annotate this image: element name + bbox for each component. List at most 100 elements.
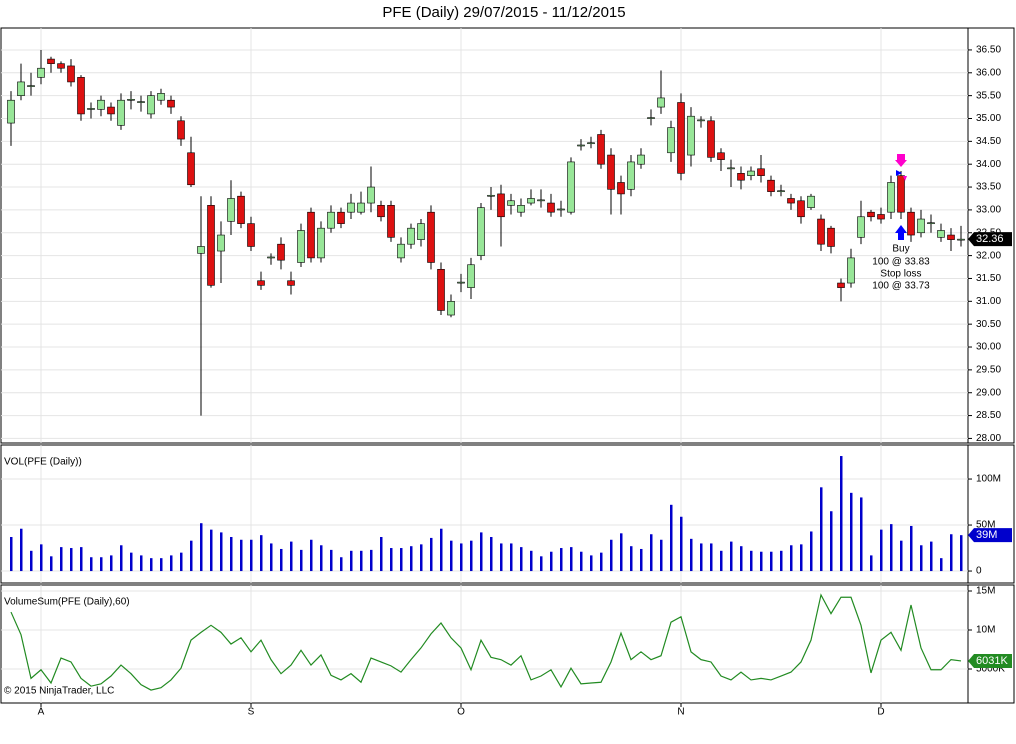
y-tick-label: 33.50 — [976, 182, 1001, 193]
candle-body — [27, 85, 35, 87]
volume-bar — [690, 538, 693, 572]
candle-body — [67, 65, 75, 83]
candle-body — [807, 195, 815, 208]
volume-bar — [550, 551, 553, 572]
volume-bar — [380, 537, 383, 572]
candle-body — [827, 227, 835, 247]
y-tick-label: 10M — [976, 625, 995, 636]
y-tick-label: 29.50 — [976, 365, 1001, 376]
y-tick-label: 31.00 — [976, 296, 1001, 307]
y-tick-label: 33.00 — [976, 205, 1001, 216]
x-tick-label: A — [38, 707, 45, 718]
candle-body — [247, 223, 255, 247]
volume-bar — [780, 550, 783, 572]
candle-body — [627, 161, 635, 190]
candle-body — [207, 205, 215, 286]
volume-bar — [290, 541, 293, 572]
candle-body — [107, 106, 115, 115]
candle-body — [147, 95, 155, 115]
candle-body — [287, 280, 295, 286]
volume-bar — [320, 545, 323, 572]
y-tick-label: 31.50 — [976, 273, 1001, 284]
candle-body — [37, 67, 45, 78]
volume-bar — [500, 543, 503, 572]
volume-bar — [310, 539, 313, 572]
candle-body — [267, 256, 275, 259]
y-tick-label: 100M — [976, 474, 1001, 485]
volume-bar — [370, 549, 373, 572]
y-tick-label: 35.50 — [976, 90, 1001, 101]
candle-body — [237, 195, 245, 224]
y-tick-label: 35.00 — [976, 113, 1001, 124]
candle-body — [617, 182, 625, 195]
candle-body — [917, 218, 925, 234]
volume-bar — [810, 531, 813, 572]
volume-bar — [610, 539, 613, 572]
value-badge — [968, 528, 1012, 543]
candle-body — [817, 218, 825, 245]
volume-bar — [800, 544, 803, 572]
volume-bar — [960, 535, 963, 572]
entry-marker — [896, 170, 902, 176]
panel-frame — [0, 584, 1015, 704]
volume-bar — [620, 533, 623, 572]
volume-bar — [580, 551, 583, 572]
volume-bar — [560, 548, 563, 572]
candle-body — [757, 168, 765, 176]
x-tick-label: S — [248, 707, 255, 718]
candle-body — [157, 93, 165, 101]
y-tick-label: 36.00 — [976, 67, 1001, 78]
candle-body — [487, 194, 495, 197]
volume-bar — [200, 523, 203, 572]
y-tick-label: 36.50 — [976, 45, 1001, 56]
x-tick-label: O — [457, 707, 465, 718]
volume-bar — [340, 557, 343, 572]
volume-bar — [570, 547, 573, 572]
volume-bar — [460, 543, 463, 572]
x-tick-label: D — [877, 707, 884, 718]
candle-body — [317, 227, 325, 259]
volume-bar — [720, 550, 723, 572]
volume-bar — [880, 529, 883, 572]
volume-bar — [420, 544, 423, 572]
volume-bar — [390, 548, 393, 572]
candle-body — [947, 234, 955, 240]
candle-body — [77, 77, 85, 115]
volume-bar — [490, 537, 493, 572]
volume-bar — [160, 558, 163, 572]
panel-title: VOL(PFE (Daily)) — [4, 457, 82, 468]
volume-bar — [830, 511, 833, 572]
annotation: Stop loss — [880, 269, 921, 280]
candle-body — [647, 117, 655, 119]
value-badge-label: 32.36 — [976, 233, 1004, 245]
y-tick-label: 28.50 — [976, 410, 1001, 421]
volume-bar — [840, 456, 843, 572]
volume-bar — [710, 543, 713, 572]
candle-body — [887, 182, 895, 213]
candle-body — [767, 179, 775, 192]
volume-bar — [220, 532, 223, 572]
trade-markers — [895, 154, 907, 240]
volume-bar — [520, 547, 523, 572]
candle-body — [697, 119, 705, 122]
sell-arrow — [895, 154, 907, 167]
candle-body — [677, 102, 685, 174]
volume-bar — [250, 539, 253, 572]
candle-body — [567, 161, 575, 213]
volume-bar — [730, 541, 733, 572]
volume-bar — [440, 528, 443, 572]
candle-body — [557, 208, 565, 211]
candle-body — [517, 205, 525, 213]
volume-bar — [670, 504, 673, 572]
annotation: 100 @ 33.83 — [872, 257, 930, 268]
volume-bar — [110, 555, 113, 572]
candle-body — [7, 99, 15, 124]
volume-bar — [540, 556, 543, 572]
volume-bar — [900, 540, 903, 572]
volume-bar — [650, 534, 653, 572]
y-tick-label: 34.00 — [976, 159, 1001, 170]
y-tick-label: 0 — [976, 566, 982, 577]
panel-title: VolumeSum(PFE (Daily),60) — [4, 597, 130, 608]
volume-bar — [120, 545, 123, 572]
volume-bar — [940, 558, 943, 572]
